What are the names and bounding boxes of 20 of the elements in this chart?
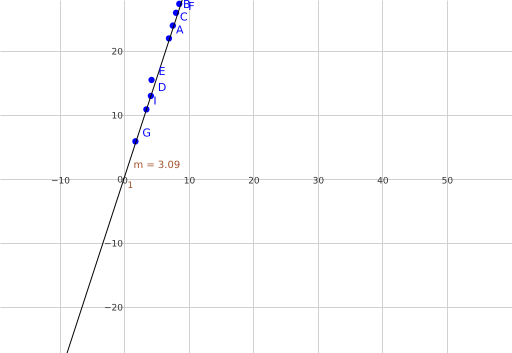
annotation: I xyxy=(153,94,157,108)
y-tick-label: 20 xyxy=(112,48,124,58)
annotation: C xyxy=(180,10,188,24)
annotation: F xyxy=(188,0,195,13)
annotation: 1 xyxy=(127,181,134,192)
annotation: G xyxy=(142,126,151,140)
annotation: A xyxy=(176,23,184,36)
y-tick-label: −20 xyxy=(104,303,124,314)
x-tick-label: −10 xyxy=(50,176,70,186)
annotation: E xyxy=(158,64,166,78)
x-tick-label: 10 xyxy=(184,176,196,186)
annotation: D xyxy=(158,80,166,94)
x-tick-label: 50 xyxy=(442,176,454,186)
x-tick-label: 40 xyxy=(377,176,389,186)
annotation: m = 3.09 xyxy=(133,160,180,172)
x-tick-label: 30 xyxy=(312,176,324,186)
y-tick-label: 10 xyxy=(112,112,124,122)
y-tick-label: −10 xyxy=(104,240,124,250)
point xyxy=(148,76,155,84)
x-tick-label: 20 xyxy=(248,176,260,186)
